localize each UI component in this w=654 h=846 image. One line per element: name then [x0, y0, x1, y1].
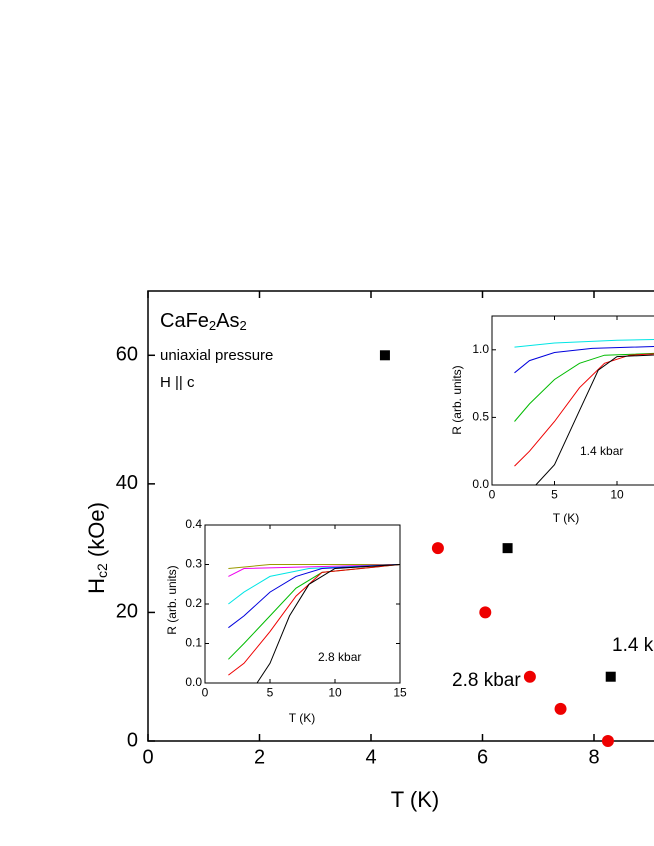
inset-y-label: R (arb. units): [165, 565, 179, 634]
circle-marker: [523, 670, 536, 683]
y-tick-label: 0.0: [185, 675, 202, 689]
y-tick-label: 1.0: [472, 342, 489, 356]
square-marker: [605, 671, 616, 682]
square-marker: [379, 350, 390, 361]
y-tick-label: 20: [116, 601, 138, 623]
x-tick-label: 5: [551, 487, 558, 501]
resistance-curve: [514, 353, 654, 467]
x-tick-label: 0: [142, 746, 153, 768]
series-label: 1.4 kbar: [612, 635, 654, 656]
inset-y-label: R (arb. units): [450, 365, 464, 434]
resistance-curve: [514, 345, 654, 374]
title-subscript: 2: [209, 318, 216, 333]
resistance-curve: [228, 564, 400, 569]
y-label-text: (kOe): [84, 502, 109, 563]
x-tick-label: 10: [610, 487, 624, 501]
square-marker: [502, 543, 513, 554]
chart-title: CaFe2As2: [160, 310, 247, 333]
resistance-curve: [228, 564, 401, 577]
x-tick-label: 6: [477, 746, 488, 768]
x-tick-label: 10: [328, 685, 342, 699]
annotation: H || c: [160, 374, 195, 391]
y-tick-label: 60: [116, 344, 138, 366]
title-text: As: [216, 310, 239, 332]
series-label: 2.8 kbar: [452, 670, 521, 691]
y-axis-label: Hc2 (kOe): [84, 502, 110, 594]
title-subscript: 2: [239, 318, 246, 333]
resistance-curve: [228, 564, 401, 676]
x-tick-label: 8: [588, 746, 599, 768]
circle-marker: [601, 735, 614, 747]
x-tick-label: 0: [202, 685, 209, 699]
x-tick-label: 2: [254, 746, 265, 768]
x-axis-label: T (K): [391, 787, 439, 812]
circle-marker: [479, 606, 492, 619]
circle-marker: [554, 702, 567, 715]
annotation: uniaxial pressure: [160, 347, 273, 364]
resistance-curve: [514, 354, 654, 486]
resistance-curve: [514, 339, 654, 348]
y-tick-label: 0.3: [185, 557, 202, 571]
y-label-text: H: [84, 578, 109, 594]
x-tick-label: 5: [267, 685, 274, 699]
resistance-curve: [228, 564, 401, 684]
inset-annotation: 1.4 kbar: [580, 444, 623, 458]
y-tick-label: 0.2: [185, 596, 202, 610]
x-tick-label: 4: [365, 746, 376, 768]
resistance-curve: [228, 564, 401, 629]
resistance-curve: [514, 352, 654, 422]
plot-frame: [204, 524, 401, 684]
inset-x-label: T (K): [289, 711, 315, 725]
x-tick-label: 0: [489, 487, 496, 501]
inset-annotation: 2.8 kbar: [318, 650, 361, 664]
title-text: CaFe: [160, 310, 209, 332]
circle-marker: [431, 542, 444, 555]
plot-frame: [491, 315, 654, 486]
y-tick-label: 0.1: [185, 636, 202, 650]
y-label-subscript: c2: [94, 563, 110, 578]
y-tick-label: 40: [116, 472, 138, 494]
y-tick-label: 0.5: [472, 410, 489, 424]
x-tick-label: 15: [393, 685, 407, 699]
inset-x-label: T (K): [553, 511, 579, 525]
y-tick-label: 0.4: [185, 517, 202, 531]
y-tick-label: 0.0: [472, 477, 489, 491]
y-tick-label: 0: [127, 729, 138, 751]
